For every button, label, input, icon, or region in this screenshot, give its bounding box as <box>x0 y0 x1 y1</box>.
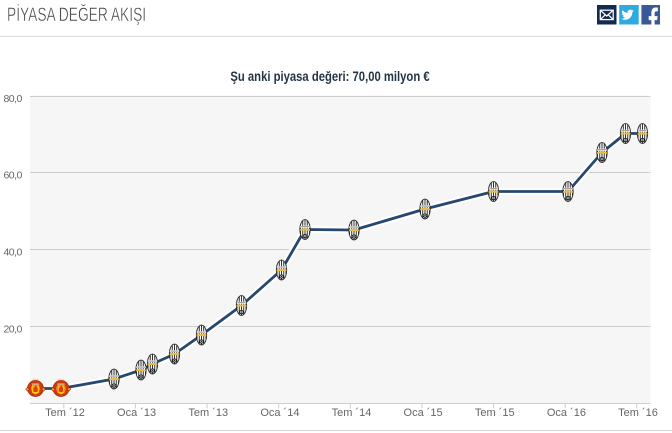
svg-text:60,0: 60,0 <box>4 169 23 181</box>
svg-text:Tem ´16: Tem ´16 <box>618 407 658 419</box>
svg-text:80,0: 80,0 <box>4 93 23 105</box>
svg-text:Oca ´14: Oca ´14 <box>260 407 299 419</box>
svg-text:40,0: 40,0 <box>4 246 23 258</box>
svg-text:Tem ´14: Tem ´14 <box>332 407 372 419</box>
svg-text:Tem ´12: Tem ´12 <box>45 407 85 419</box>
svg-text:Tem ´13: Tem ´13 <box>188 407 228 419</box>
svg-text:Oca ´16: Oca ´16 <box>547 407 586 419</box>
svg-text:Oca ´13: Oca ´13 <box>117 407 156 419</box>
svg-text:Oca ´15: Oca ´15 <box>404 407 443 419</box>
svg-text:20,0: 20,0 <box>4 323 23 335</box>
svg-text:Tem ´15: Tem ´15 <box>475 407 515 419</box>
